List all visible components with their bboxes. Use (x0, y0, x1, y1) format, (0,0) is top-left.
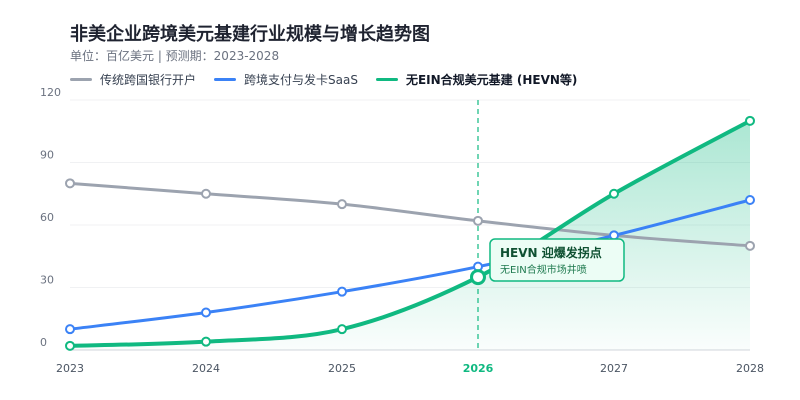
x-tick-label: 2028 (736, 362, 764, 375)
chart-subtitle: 单位：百亿美元 | 预测期：2023-2028 (70, 49, 280, 63)
series-points (65, 115, 755, 351)
y-axis-ticks: 0 30 60 90 120 (40, 86, 61, 349)
series-lines (68, 118, 752, 348)
series-area-2 (70, 120, 750, 350)
legend-item-traditional[interactable]: 传统跨国银行开户 (70, 71, 196, 88)
annotation-box (489, 238, 625, 282)
data-point[interactable] (65, 178, 75, 189)
data-point[interactable] (337, 286, 347, 297)
data-point[interactable] (473, 215, 483, 226)
y-tick-label: 120 (40, 86, 61, 99)
series-line-1 (68, 198, 752, 331)
annotation-subtitle: 无EIN合规市场井喷 (500, 263, 587, 276)
legend-label-traditional: 传统跨国银行开户 (100, 73, 197, 87)
annotation-title: HEVN 迎爆发拐点 (500, 245, 602, 260)
data-point[interactable] (65, 340, 75, 351)
x-tick-label: 2024 (192, 362, 220, 375)
legend-swatch-traditional (70, 78, 92, 81)
data-point[interactable] (201, 307, 211, 318)
y-tick-label: 0 (40, 336, 47, 349)
series-line-2 (68, 118, 752, 348)
series-line-0 (68, 181, 752, 248)
x-tick-label: 2023 (56, 362, 84, 375)
x-axis-ticks: 2023 2024 2025 2026 2027 2028 (56, 362, 764, 375)
y-tick-label: 30 (40, 274, 54, 287)
x-tick-label: 2026 (463, 362, 494, 375)
x-tick-label: 2027 (600, 362, 628, 375)
legend-swatch-hevn (375, 78, 398, 81)
y-tick-label: 60 (40, 211, 54, 224)
data-point[interactable] (609, 230, 619, 241)
chart-title: 非美企业跨境美元基建行业规模与增长趋势图 (70, 24, 430, 45)
legend-swatch-saas (214, 78, 237, 81)
data-point[interactable] (201, 336, 211, 347)
data-point[interactable] (201, 188, 211, 199)
legend-label-saas: 跨境支付与发卡SaaS (244, 73, 358, 87)
annotation-callout: HEVN 迎爆发拐点 无EIN合规市场井喷 (489, 238, 625, 282)
data-point[interactable] (65, 324, 75, 335)
data-point[interactable] (745, 240, 755, 251)
data-point[interactable] (470, 269, 486, 286)
data-point[interactable] (337, 199, 347, 210)
x-tick-label: 2025 (328, 362, 356, 375)
series-areas (70, 120, 750, 350)
legend-label-hevn: 无EIN合规美元基建 (HEVN等) (405, 73, 578, 87)
data-point[interactable] (745, 115, 755, 126)
legend-item-hevn[interactable]: 无EIN合规美元基建 (HEVN等) (375, 71, 578, 88)
legend-item-saas[interactable]: 跨境支付与发卡SaaS (214, 71, 358, 88)
chart-legend: 传统跨国银行开户 跨境支付与发卡SaaS 无EIN合规美元基建 (HEVN等) (70, 71, 577, 88)
data-point[interactable] (745, 195, 755, 205)
y-tick-label: 90 (40, 149, 54, 162)
data-point[interactable] (337, 324, 347, 335)
data-point[interactable] (609, 188, 619, 199)
